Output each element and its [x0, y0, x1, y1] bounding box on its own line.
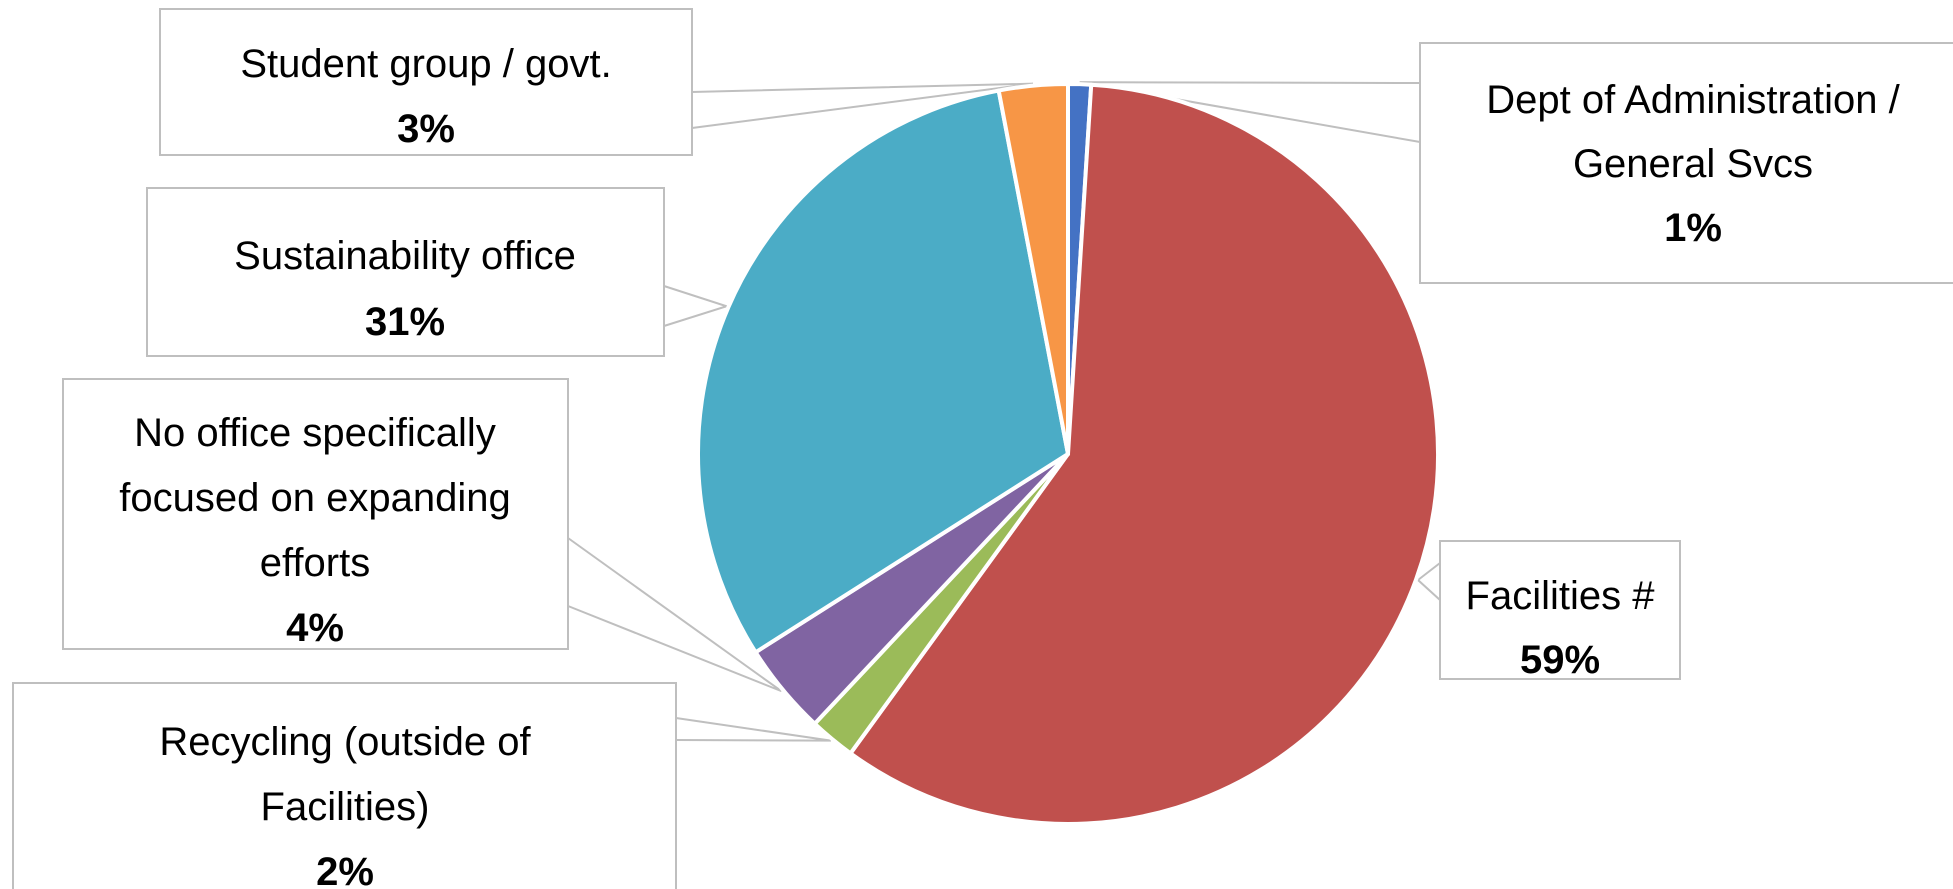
leader-line-recycling-outside-of-facilities — [675, 717, 832, 742]
label-box-dept-of-administration-general-svcs — [1419, 42, 1953, 284]
slice-value-no-office-specifically-focused-on-expanding-efforts: 4% — [286, 606, 344, 650]
pie-slices — [696, 82, 1440, 826]
slice-label-dept-of-administration-general-svcs: Dept of Administration / — [1486, 78, 1900, 122]
label-box-sustainability-office — [146, 187, 665, 357]
slice-label-recycling-outside-of-facilities: Recycling (outside of — [159, 720, 531, 764]
slice-label-dept-of-administration-general-svcs: General Svcs — [1573, 142, 1813, 186]
slice-value-sustainability-office: 31% — [365, 300, 445, 344]
slice-label-sustainability-office: Sustainability office — [234, 234, 576, 278]
slice-value-recycling-outside-of-facilities: 2% — [316, 850, 374, 889]
data-labels: Dept of Administration / General Svcs 1% Fa… — [12, 8, 1953, 889]
label-box-no-office-specifically-focused-on-expanding-efforts — [62, 378, 569, 650]
leader-line-sustainability-office — [663, 285, 730, 327]
slice-label-no-office-specifically-focused-on-expanding-efforts: efforts — [260, 541, 370, 585]
pie-slice-student-group-govt — [996, 82, 1070, 456]
slice-value-facilities: 59% — [1520, 638, 1600, 682]
slice-value-dept-of-administration-general-svcs: 1% — [1664, 206, 1722, 250]
slice-value-student-group-govt: 3% — [397, 107, 455, 151]
slice-label-no-office-specifically-focused-on-expanding-efforts: focused on expanding — [119, 476, 510, 520]
pie-slice-sustainability-office — [696, 88, 1070, 655]
pie-slice-facilities — [848, 82, 1440, 826]
label-box-facilities — [1439, 540, 1681, 680]
label-box-recycling-outside-of-facilities — [12, 682, 677, 889]
label-box-student-group-govt — [159, 8, 693, 156]
slice-label-facilities: Facilities # — [1466, 574, 1656, 618]
slice-label-no-office-specifically-focused-on-expanding-efforts: No office specifically — [134, 411, 496, 455]
slice-label-student-group-govt: Student group / govt. — [240, 42, 611, 86]
slice-label-recycling-outside-of-facilities: Facilities) — [261, 785, 430, 829]
